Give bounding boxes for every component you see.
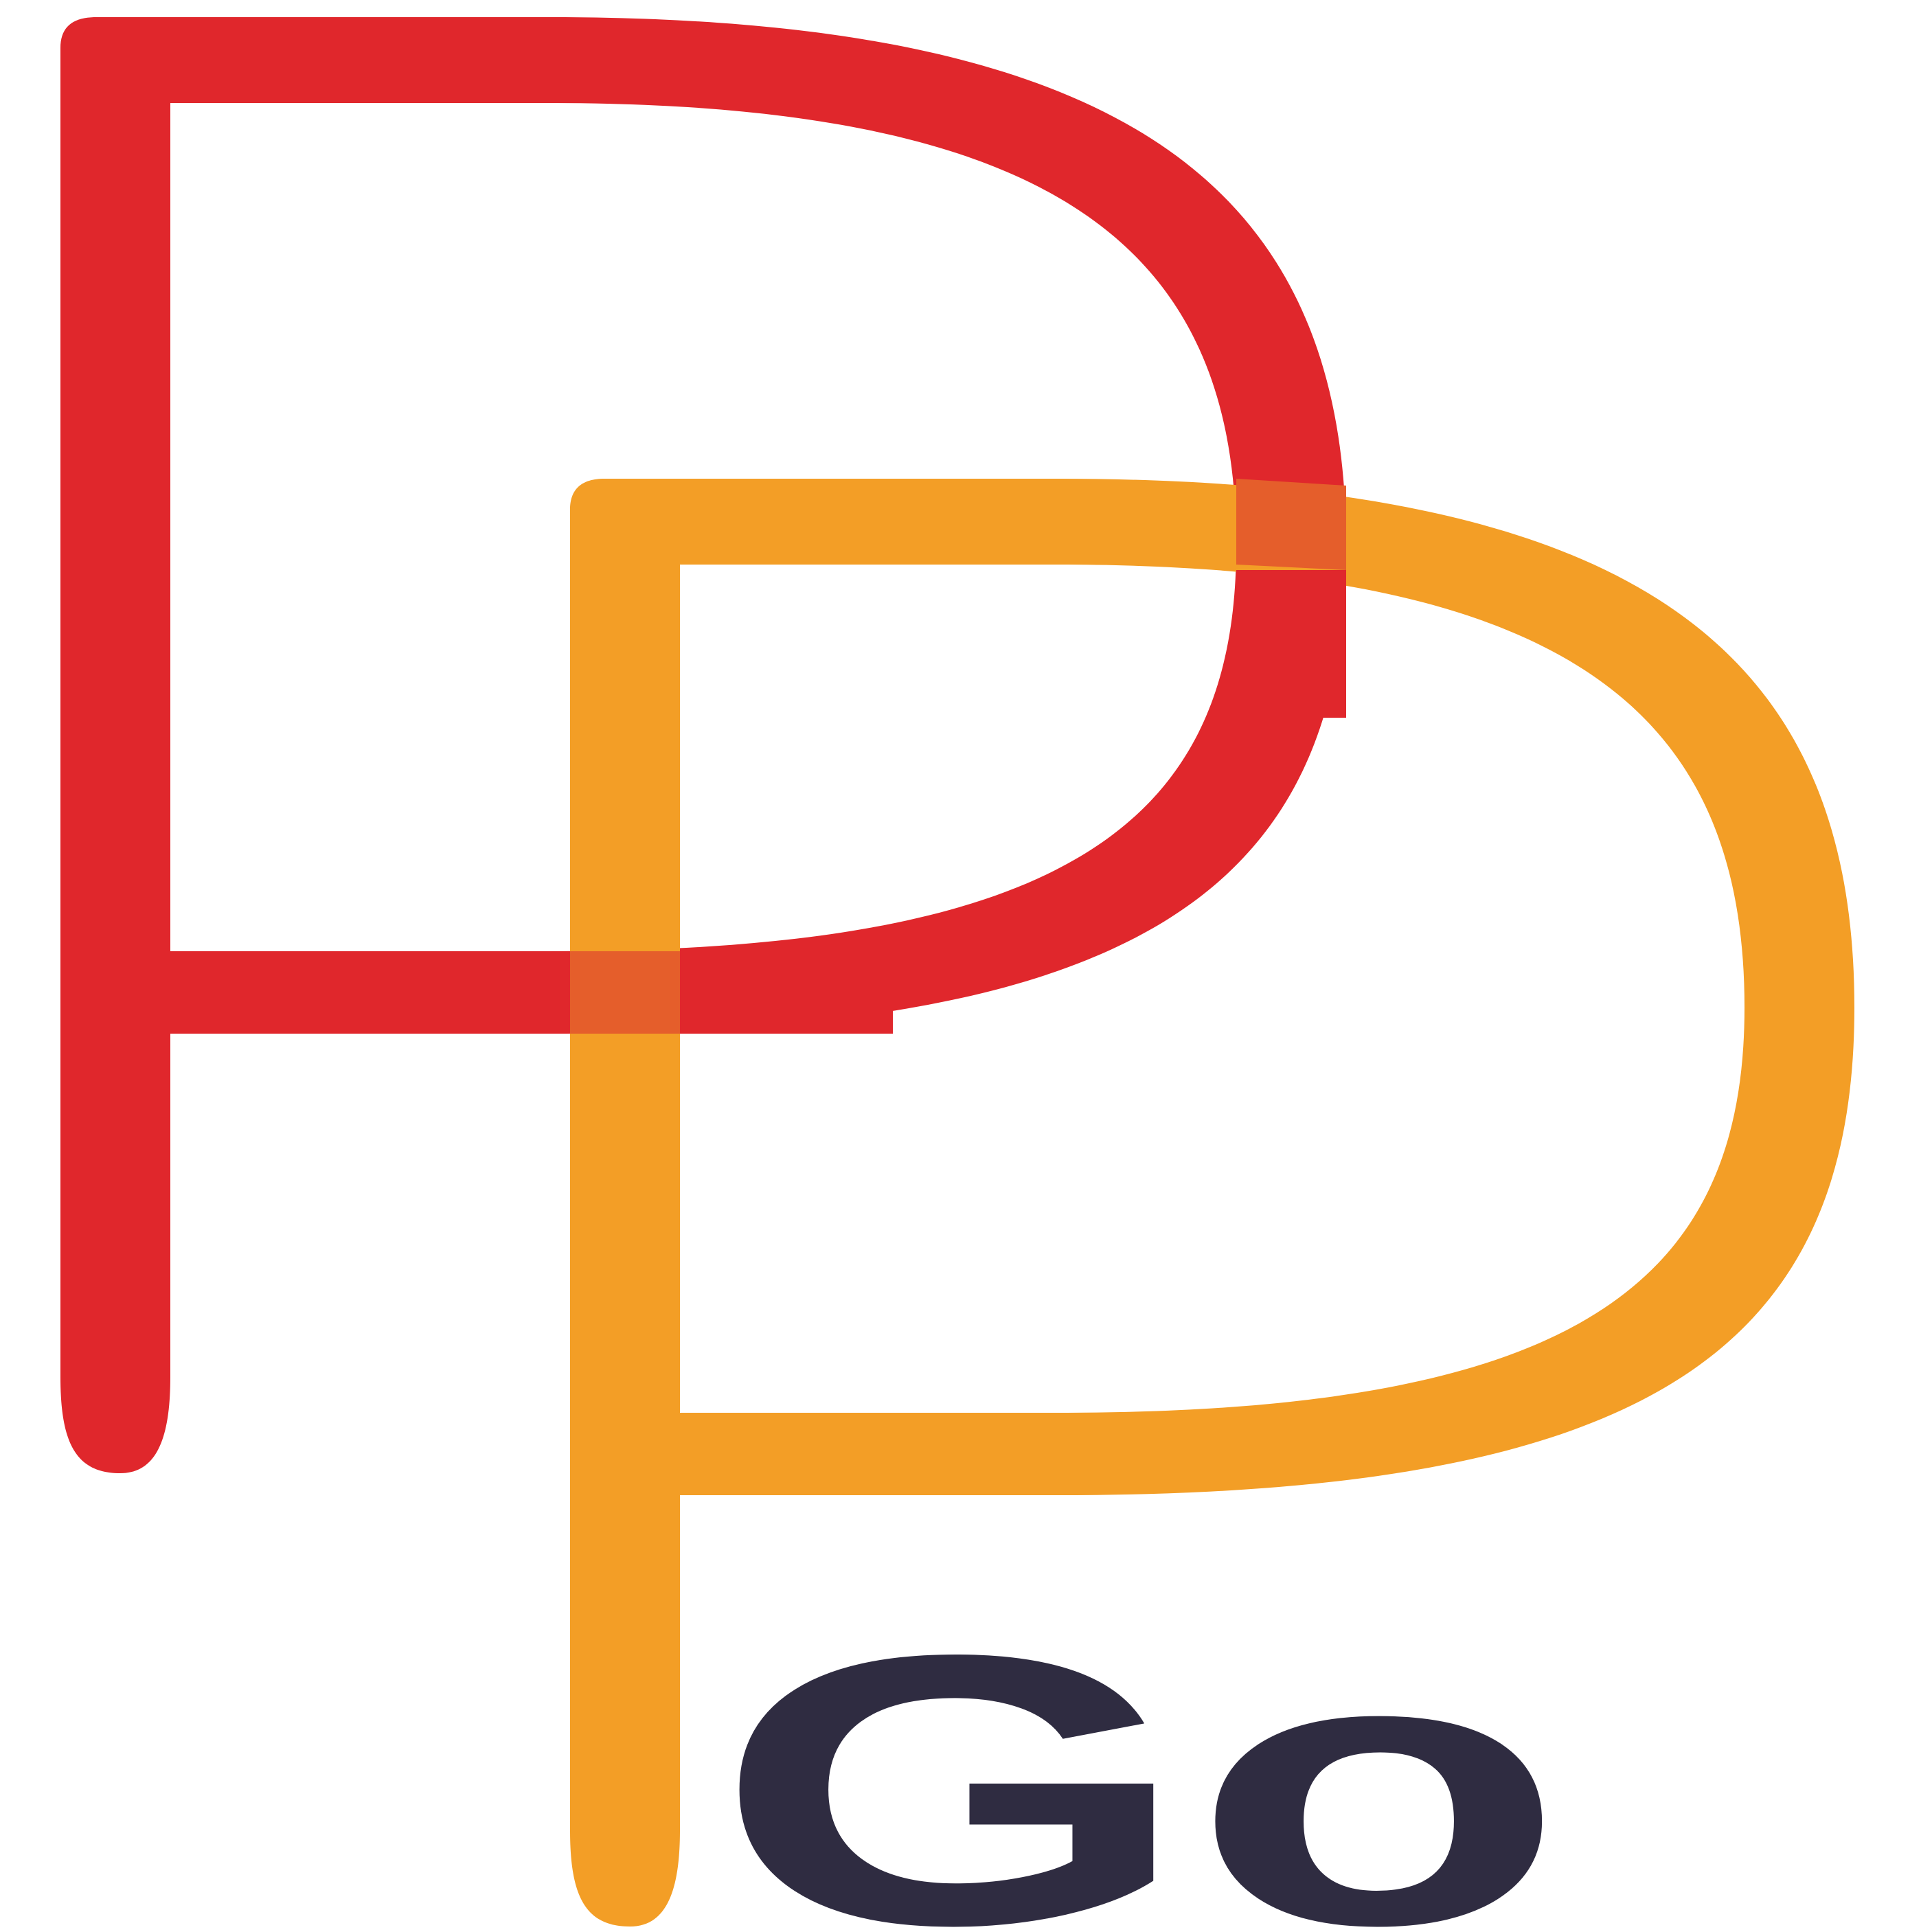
overlap-bowl	[1236, 479, 1346, 570]
red-p-letter	[60, 17, 1346, 1473]
red-bowl-crossing	[1236, 570, 1346, 718]
red-crossing-overlays	[680, 570, 1346, 1034]
logo-wordmark: Go	[714, 1575, 1566, 1932]
red-p-shape	[60, 17, 1346, 1473]
overlap-intersections	[570, 479, 1346, 1034]
overlap-stem	[570, 951, 680, 1034]
red-stem-crossing	[680, 951, 893, 1034]
